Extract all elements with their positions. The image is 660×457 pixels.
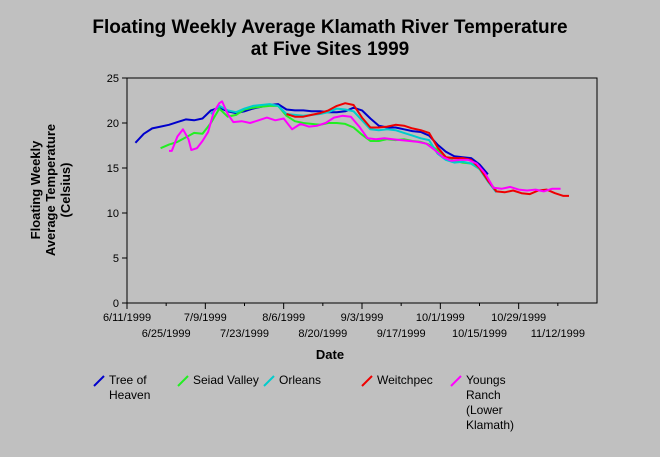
x-tick-label: 10/1/1999 <box>416 312 465 324</box>
y-axis-title-line-3: (Celsius) <box>58 163 73 218</box>
x-tick-label: 9/3/1999 <box>341 312 384 324</box>
series-lines <box>134 100 569 197</box>
x-tick-label: 10/29/1999 <box>491 312 546 324</box>
x-tick-label: 7/9/1999 <box>184 312 227 324</box>
x-tick-label: 6/25/1999 <box>142 328 191 340</box>
y-axis: 0 5 10 15 20 25 <box>107 73 127 310</box>
y-axis-title-line-1: Floating Weekly <box>28 140 43 239</box>
x-tick-label: 6/11/1999 <box>103 312 151 324</box>
legend: Tree of Heaven Seiad Valley Orleans Weitchpe… <box>93 373 514 432</box>
legend-label: Weitchpec <box>377 373 433 387</box>
y-tick-label: 10 <box>107 208 119 220</box>
legend-label: Tree of Heaven <box>109 373 150 402</box>
x-axis: 6/11/1999 7/9/1999 8/6/1999 9/3/1999 10/1/19… <box>103 303 585 340</box>
legend-item: Youngs Ranch (Lower Klamath) <box>450 373 514 432</box>
legend-swatch <box>177 375 189 387</box>
y-axis-title: Floating Weekly Average Temperature (Cel… <box>28 124 73 256</box>
y-tick-label: 5 <box>113 253 119 265</box>
legend-item: Orleans <box>263 373 321 387</box>
legend-label: Youngs Ranch (Lower Klamath) <box>466 373 514 432</box>
series-line-3 <box>210 103 498 193</box>
y-tick-label: 0 <box>113 298 119 310</box>
x-tick-label: 10/15/1999 <box>452 328 507 340</box>
series-line-2 <box>160 104 498 192</box>
series-line-4 <box>286 102 569 197</box>
x-tick-label: 7/23/1999 <box>220 328 269 340</box>
legend-swatch <box>361 375 373 387</box>
chart-title-line-2: at Five Sites 1999 <box>251 39 409 60</box>
legend-item: Weitchpec <box>361 373 433 387</box>
legend-label: Orleans <box>279 373 321 387</box>
x-tick-label: 8/6/1999 <box>262 312 305 324</box>
legend-swatch <box>93 375 105 387</box>
x-tick-label: 11/12/1999 <box>531 328 585 340</box>
legend-label: Seiad Valley <box>193 373 259 387</box>
y-tick-label: 15 <box>107 163 119 175</box>
legend-item: Seiad Valley <box>177 373 259 387</box>
chart-title-line-1: Floating Weekly Average Klamath River Te… <box>92 17 567 38</box>
plot-area: 0 5 10 15 20 25 6/11/1999 7/9/1999 8/6/1999 9/3/… <box>103 73 598 340</box>
series-line-1 <box>134 103 489 175</box>
y-tick-label: 25 <box>107 73 119 85</box>
legend-item: Tree of Heaven <box>93 373 150 402</box>
x-tick-label: 8/20/1999 <box>298 328 347 340</box>
x-tick-label: 9/17/1999 <box>377 328 426 340</box>
x-axis-title: Date <box>316 347 344 362</box>
y-axis-title-line-2: Average Temperature <box>43 124 58 256</box>
legend-swatch <box>450 375 462 387</box>
y-tick-label: 20 <box>107 118 119 130</box>
legend-swatch <box>263 375 275 387</box>
series-line-5 <box>169 100 561 193</box>
